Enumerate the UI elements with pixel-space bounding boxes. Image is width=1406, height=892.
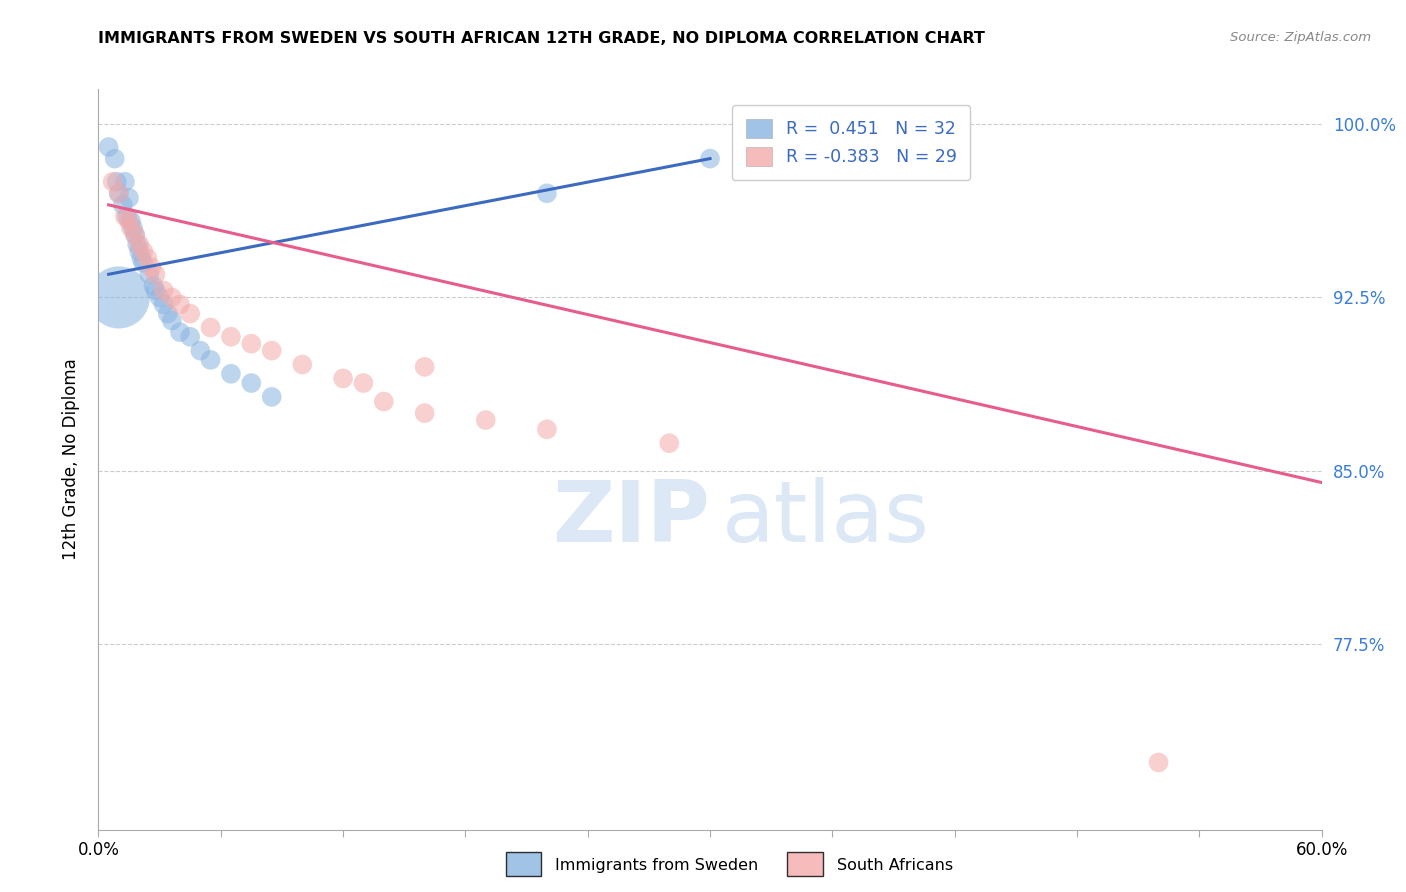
Point bbox=[169, 297, 191, 311]
Point bbox=[145, 267, 167, 281]
Point bbox=[115, 210, 138, 224]
Point bbox=[536, 186, 558, 201]
Point bbox=[129, 251, 152, 265]
Point bbox=[124, 227, 146, 242]
Point bbox=[240, 376, 263, 390]
Text: Source: ZipAtlas.com: Source: ZipAtlas.com bbox=[1230, 31, 1371, 45]
Point bbox=[332, 371, 354, 385]
Point bbox=[352, 376, 374, 390]
Point bbox=[188, 343, 212, 358]
Point bbox=[138, 267, 160, 281]
Text: ZIP: ZIP bbox=[553, 477, 710, 560]
Point bbox=[97, 140, 120, 154]
Point bbox=[260, 343, 283, 358]
Point bbox=[413, 406, 436, 420]
Point bbox=[108, 186, 131, 201]
Text: South Africans: South Africans bbox=[837, 858, 953, 872]
Point bbox=[136, 251, 159, 265]
Point bbox=[124, 227, 146, 242]
Point bbox=[108, 290, 131, 304]
Point bbox=[373, 394, 395, 409]
Point bbox=[101, 175, 124, 189]
Point bbox=[658, 436, 681, 450]
Point bbox=[160, 313, 183, 327]
Point bbox=[132, 256, 155, 270]
Legend: R =  0.451   N = 32, R = -0.383   N = 29: R = 0.451 N = 32, R = -0.383 N = 29 bbox=[731, 105, 970, 180]
Point bbox=[114, 210, 136, 224]
Text: IMMIGRANTS FROM SWEDEN VS SOUTH AFRICAN 12TH GRADE, NO DIPLOMA CORRELATION CHART: IMMIGRANTS FROM SWEDEN VS SOUTH AFRICAN … bbox=[98, 31, 986, 46]
Point bbox=[105, 175, 128, 189]
Text: atlas: atlas bbox=[723, 477, 931, 560]
Point bbox=[169, 325, 191, 339]
Point bbox=[104, 152, 127, 166]
Point bbox=[142, 278, 165, 293]
Point bbox=[413, 359, 436, 374]
Point bbox=[111, 198, 134, 212]
Point bbox=[108, 186, 131, 201]
FancyBboxPatch shape bbox=[787, 852, 823, 876]
Point bbox=[118, 214, 141, 228]
Point bbox=[127, 237, 149, 252]
Point bbox=[160, 290, 183, 304]
Point bbox=[149, 290, 172, 304]
Point bbox=[240, 336, 263, 351]
Point bbox=[118, 191, 141, 205]
Point bbox=[536, 422, 558, 436]
Point bbox=[122, 221, 145, 235]
Point bbox=[114, 175, 136, 189]
Point bbox=[156, 307, 179, 321]
Point bbox=[120, 221, 142, 235]
FancyBboxPatch shape bbox=[506, 852, 541, 876]
Point bbox=[145, 284, 167, 298]
Point bbox=[699, 152, 721, 166]
Point bbox=[219, 330, 242, 344]
Point bbox=[132, 244, 155, 259]
Point bbox=[260, 390, 283, 404]
Point bbox=[179, 330, 201, 344]
Y-axis label: 12th Grade, No Diploma: 12th Grade, No Diploma bbox=[62, 359, 80, 560]
Point bbox=[200, 320, 222, 334]
Point bbox=[179, 307, 201, 321]
Point bbox=[152, 284, 174, 298]
Point bbox=[219, 367, 242, 381]
Text: Immigrants from Sweden: Immigrants from Sweden bbox=[555, 858, 759, 872]
Point bbox=[128, 237, 150, 252]
Point bbox=[474, 413, 498, 427]
Point bbox=[291, 358, 314, 372]
Point bbox=[128, 244, 150, 259]
Point bbox=[120, 214, 142, 228]
Point bbox=[141, 260, 163, 275]
Point bbox=[1147, 756, 1170, 770]
Point bbox=[152, 297, 174, 311]
Point bbox=[200, 352, 222, 367]
